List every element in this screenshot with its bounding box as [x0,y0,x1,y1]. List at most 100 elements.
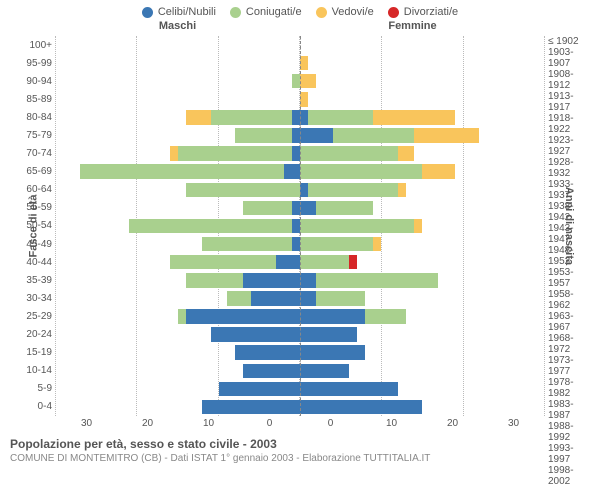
bar-row-female [300,217,544,235]
bar-seg [292,74,300,88]
bar-seg [178,309,186,323]
bar-seg [211,110,292,124]
bar-seg [308,183,397,197]
bar-seg [186,183,300,197]
bar-seg [300,164,422,178]
birth-year-label: 1923-1927 [544,135,592,157]
legend-item: Coniugati/e [230,6,302,18]
legend-swatch [316,7,327,18]
bar-seg [300,255,349,269]
bar-row-female [300,36,544,54]
bar-row-female [300,253,544,271]
birth-year-label: 1978-1982 [544,377,592,399]
bar-seg [398,183,406,197]
legend: Celibi/Nubili Coniugati/e Vedovi/e Divorzia… [0,0,600,20]
bar-row-male [56,398,300,416]
center-line [300,36,301,416]
bar-row-female [300,145,544,163]
age-label: 85-89 [8,90,56,108]
gender-male-label: Maschi [60,20,295,32]
bar-row-male [56,108,300,126]
bar-seg [170,146,178,160]
birth-year-label: 1968-1972 [544,333,592,355]
bar-seg [300,327,357,341]
bar-row-male [56,72,300,90]
bar-seg [373,237,381,251]
bar-row-female [300,108,544,126]
bar-seg [292,237,300,251]
bar-row-male [56,36,300,54]
bar-seg [186,273,243,287]
bar-row-male [56,380,300,398]
bar-seg [219,382,300,396]
bar-seg [300,110,308,124]
bar-seg [300,201,316,215]
bar-seg [300,74,316,88]
bar-row-male [56,289,300,307]
birth-year-label: 1913-1917 [544,91,592,113]
birth-year-label: 1998-2002 [544,465,592,487]
bar-seg [178,146,292,160]
y-axis-right-title: Anni di nascita [563,187,575,265]
legend-swatch [142,7,153,18]
bar-seg [398,146,414,160]
bar-seg [227,291,251,305]
bar-seg [243,273,300,287]
bar-row-female [300,163,544,181]
bar-seg [243,201,292,215]
bar-seg [292,201,300,215]
bar-seg [202,237,291,251]
female-half [300,36,544,416]
chart-title: Popolazione per età, sesso e stato civil… [10,437,590,451]
bar-seg [235,345,300,359]
bar-row-male [56,54,300,72]
bar-row-male [56,271,300,289]
chart-subtitle: COMUNE DI MONTEMITRO (CB) - Dati ISTAT 1… [10,453,590,464]
age-label: 35-39 [8,271,56,289]
birth-year-label: 1963-1967 [544,311,592,333]
bar-row-female [300,72,544,90]
age-label: 20-24 [8,326,56,344]
bar-seg [300,219,414,233]
bar-row-female [300,362,544,380]
bar-seg [300,237,373,251]
bar-seg [373,110,454,124]
age-label: 0-4 [8,398,56,416]
legend-item: Celibi/Nubili [142,6,216,18]
legend-item: Vedovi/e [316,6,374,18]
bar-row-female [300,271,544,289]
bar-row-female [300,326,544,344]
bar-seg [211,327,300,341]
birth-year-label: 1988-1992 [544,421,592,443]
bar-row-male [56,199,300,217]
bar-seg [170,255,276,269]
bar-row-female [300,380,544,398]
legend-label: Divorziati/e [404,6,458,18]
bar-row-male [56,145,300,163]
bar-row-male [56,344,300,362]
bar-seg [186,110,210,124]
bar-seg [300,92,308,106]
bar-seg [414,128,479,142]
bar-seg [243,364,300,378]
bar-seg [349,255,357,269]
bar-seg [414,219,422,233]
x-tick: 10 [178,418,239,429]
age-label: 75-79 [8,126,56,144]
age-label: 70-74 [8,145,56,163]
bar-seg [300,273,316,287]
birth-year-label: 1973-1977 [544,355,592,377]
bar-row-male [56,217,300,235]
age-label: 80-84 [8,108,56,126]
bar-row-male [56,326,300,344]
birth-year-label: 1903-1907 [544,47,592,69]
legend-label: Celibi/Nubili [158,6,216,18]
x-axis: 3020100 0102030 [0,418,600,429]
bar-seg [251,291,300,305]
bar-seg [202,400,300,414]
gender-female-label: Femmine [295,20,530,32]
bar-row-female [300,126,544,144]
x-tick: 30 [56,418,117,429]
male-half [56,36,300,416]
bar-row-female [300,235,544,253]
